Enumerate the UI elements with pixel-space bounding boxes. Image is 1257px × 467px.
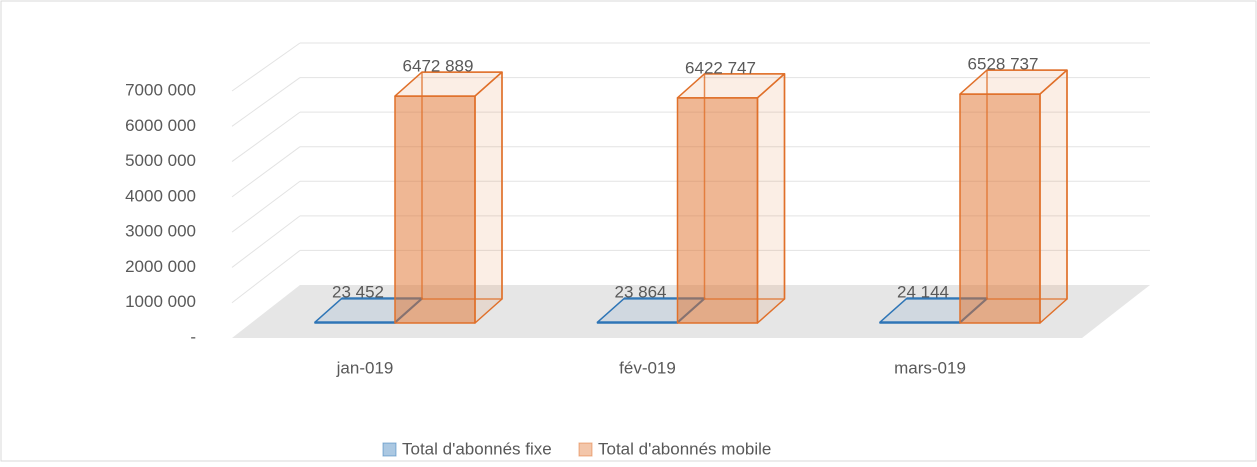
bar bbox=[676, 97, 759, 324]
y-tick-label: 1000 000 bbox=[125, 292, 196, 311]
grid-line bbox=[231, 146, 301, 198]
x-tick-label: jan-019 bbox=[336, 358, 394, 377]
legend-label: Total d'abonnés mobile bbox=[598, 439, 771, 458]
y-tick-label: - bbox=[190, 327, 196, 346]
grid-line bbox=[231, 111, 301, 162]
grid-line bbox=[231, 180, 301, 233]
data-label: 24 144 bbox=[897, 283, 949, 302]
bar bbox=[394, 95, 476, 324]
bar bbox=[596, 321, 679, 324]
data-label: 6422 747 bbox=[685, 58, 756, 77]
legend-swatch bbox=[382, 442, 397, 457]
grid-line bbox=[231, 77, 301, 127]
y-tick-label: 2000 000 bbox=[125, 257, 196, 276]
data-label: 23 452 bbox=[332, 283, 384, 302]
y-tick-label: 6000 000 bbox=[125, 116, 196, 135]
grid-line bbox=[231, 42, 301, 92]
bar-side bbox=[1039, 69, 1068, 324]
data-label: 6472 889 bbox=[403, 57, 474, 76]
data-label: 23 864 bbox=[615, 283, 667, 302]
y-tick-label: 7000 000 bbox=[125, 80, 196, 99]
y-tick-label: 4000 000 bbox=[125, 186, 196, 205]
grid-line bbox=[231, 250, 301, 304]
x-tick-label: mars-019 bbox=[894, 358, 966, 377]
bar bbox=[314, 321, 396, 324]
y-tick-label: 3000 000 bbox=[125, 222, 196, 241]
bar-side bbox=[474, 71, 503, 324]
bar bbox=[959, 93, 1041, 324]
grid-line bbox=[231, 215, 301, 268]
bar bbox=[879, 321, 961, 324]
y-tick-label: 5000 000 bbox=[125, 151, 196, 170]
bar-side bbox=[756, 73, 786, 324]
legend-swatch bbox=[578, 442, 593, 457]
legend-label: Total d'abonnés fixe bbox=[402, 439, 552, 458]
x-tick-label: fév-019 bbox=[619, 358, 676, 377]
data-label: 6528 737 bbox=[968, 55, 1039, 74]
